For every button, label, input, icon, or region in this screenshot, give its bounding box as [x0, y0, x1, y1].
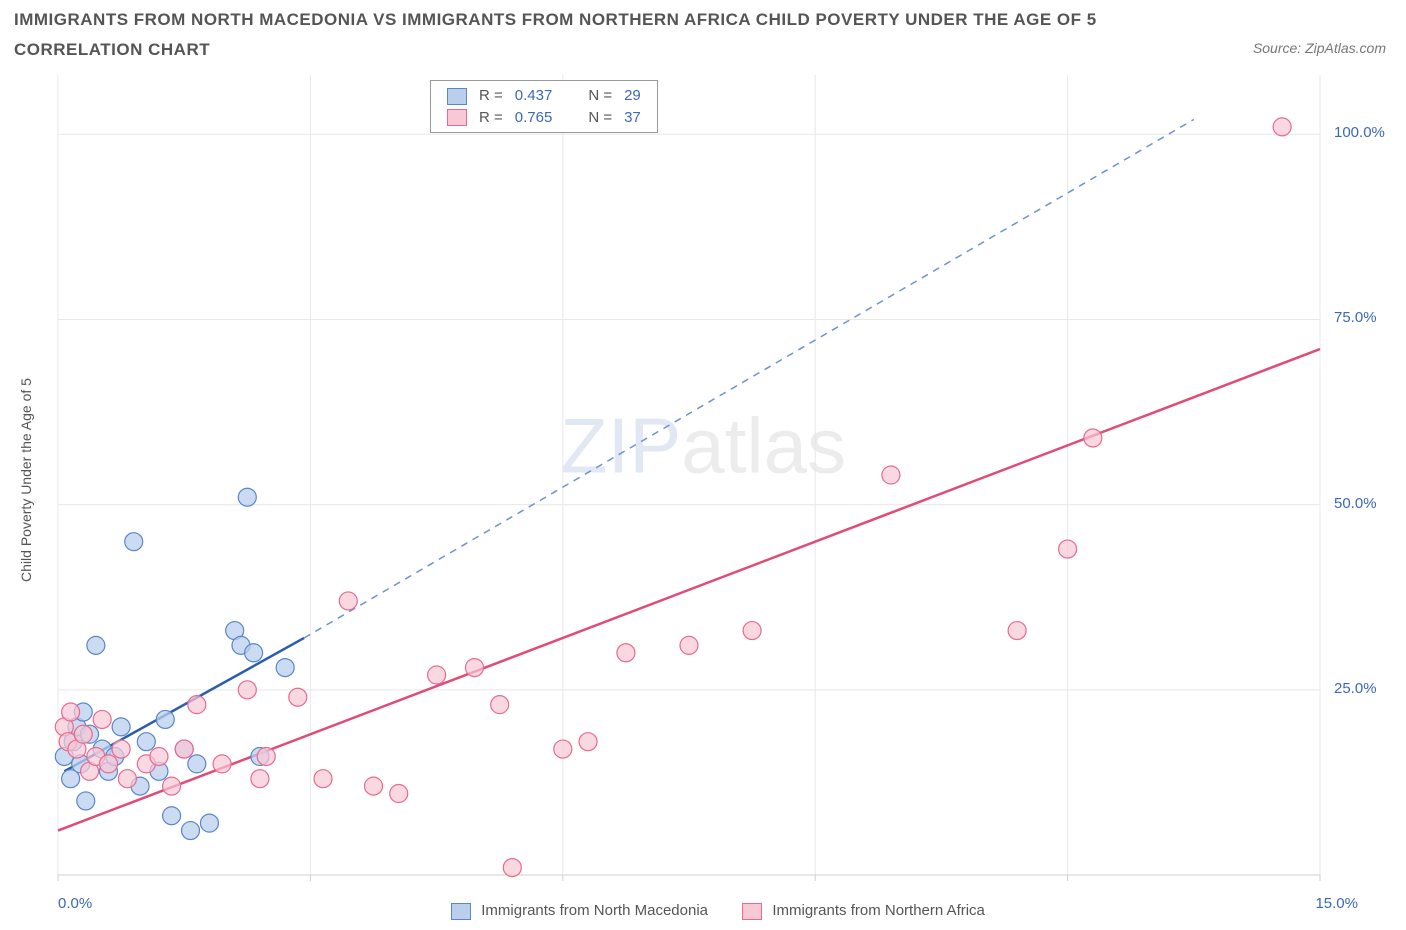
- stats-row-series2: R = 0.765 N = 37: [441, 107, 647, 129]
- stats-row-series1: R = 0.437 N = 29: [441, 85, 647, 107]
- legend-label-series1: Immigrants from North Macedonia: [481, 902, 708, 919]
- x-axis-min-label: 0.0%: [58, 895, 92, 912]
- bottom-legend: Immigrants from North Macedonia Immigran…: [0, 902, 1406, 920]
- legend-swatch-series1-bottom: [451, 903, 471, 920]
- correlation-stats-box: R = 0.437 N = 29 R = 0.765 N = 37: [430, 80, 658, 133]
- y-tick-label: 75.0%: [1334, 309, 1377, 326]
- legend-swatch-series2: [447, 109, 467, 126]
- y-tick-label: 50.0%: [1334, 495, 1377, 512]
- y-tick-label: 25.0%: [1334, 680, 1377, 697]
- y-tick-label: 100.0%: [1334, 124, 1385, 141]
- legend-label-series2: Immigrants from Northern Africa: [772, 902, 985, 919]
- x-axis-max-label: 15.0%: [1315, 895, 1358, 912]
- legend-swatch-series1: [447, 88, 467, 105]
- correlation-scatter-chart: [0, 0, 1406, 930]
- legend-swatch-series2-bottom: [742, 903, 762, 920]
